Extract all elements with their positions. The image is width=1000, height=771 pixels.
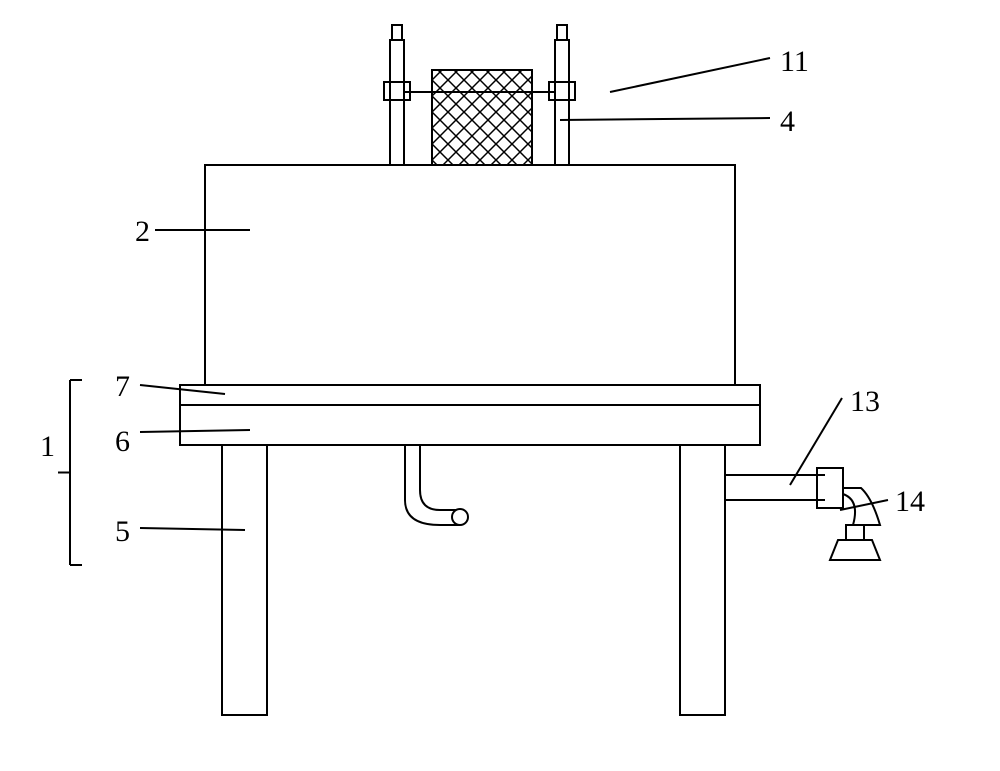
label-4: 4 bbox=[780, 105, 795, 139]
label-6: 6 bbox=[115, 425, 130, 459]
label-13: 13 bbox=[850, 385, 880, 419]
label-1: 1 bbox=[40, 430, 55, 464]
label-5: 5 bbox=[115, 515, 130, 549]
label-2: 2 bbox=[135, 215, 150, 249]
label-11: 11 bbox=[780, 45, 809, 79]
label-7: 7 bbox=[115, 370, 130, 404]
label-14: 14 bbox=[895, 485, 925, 519]
